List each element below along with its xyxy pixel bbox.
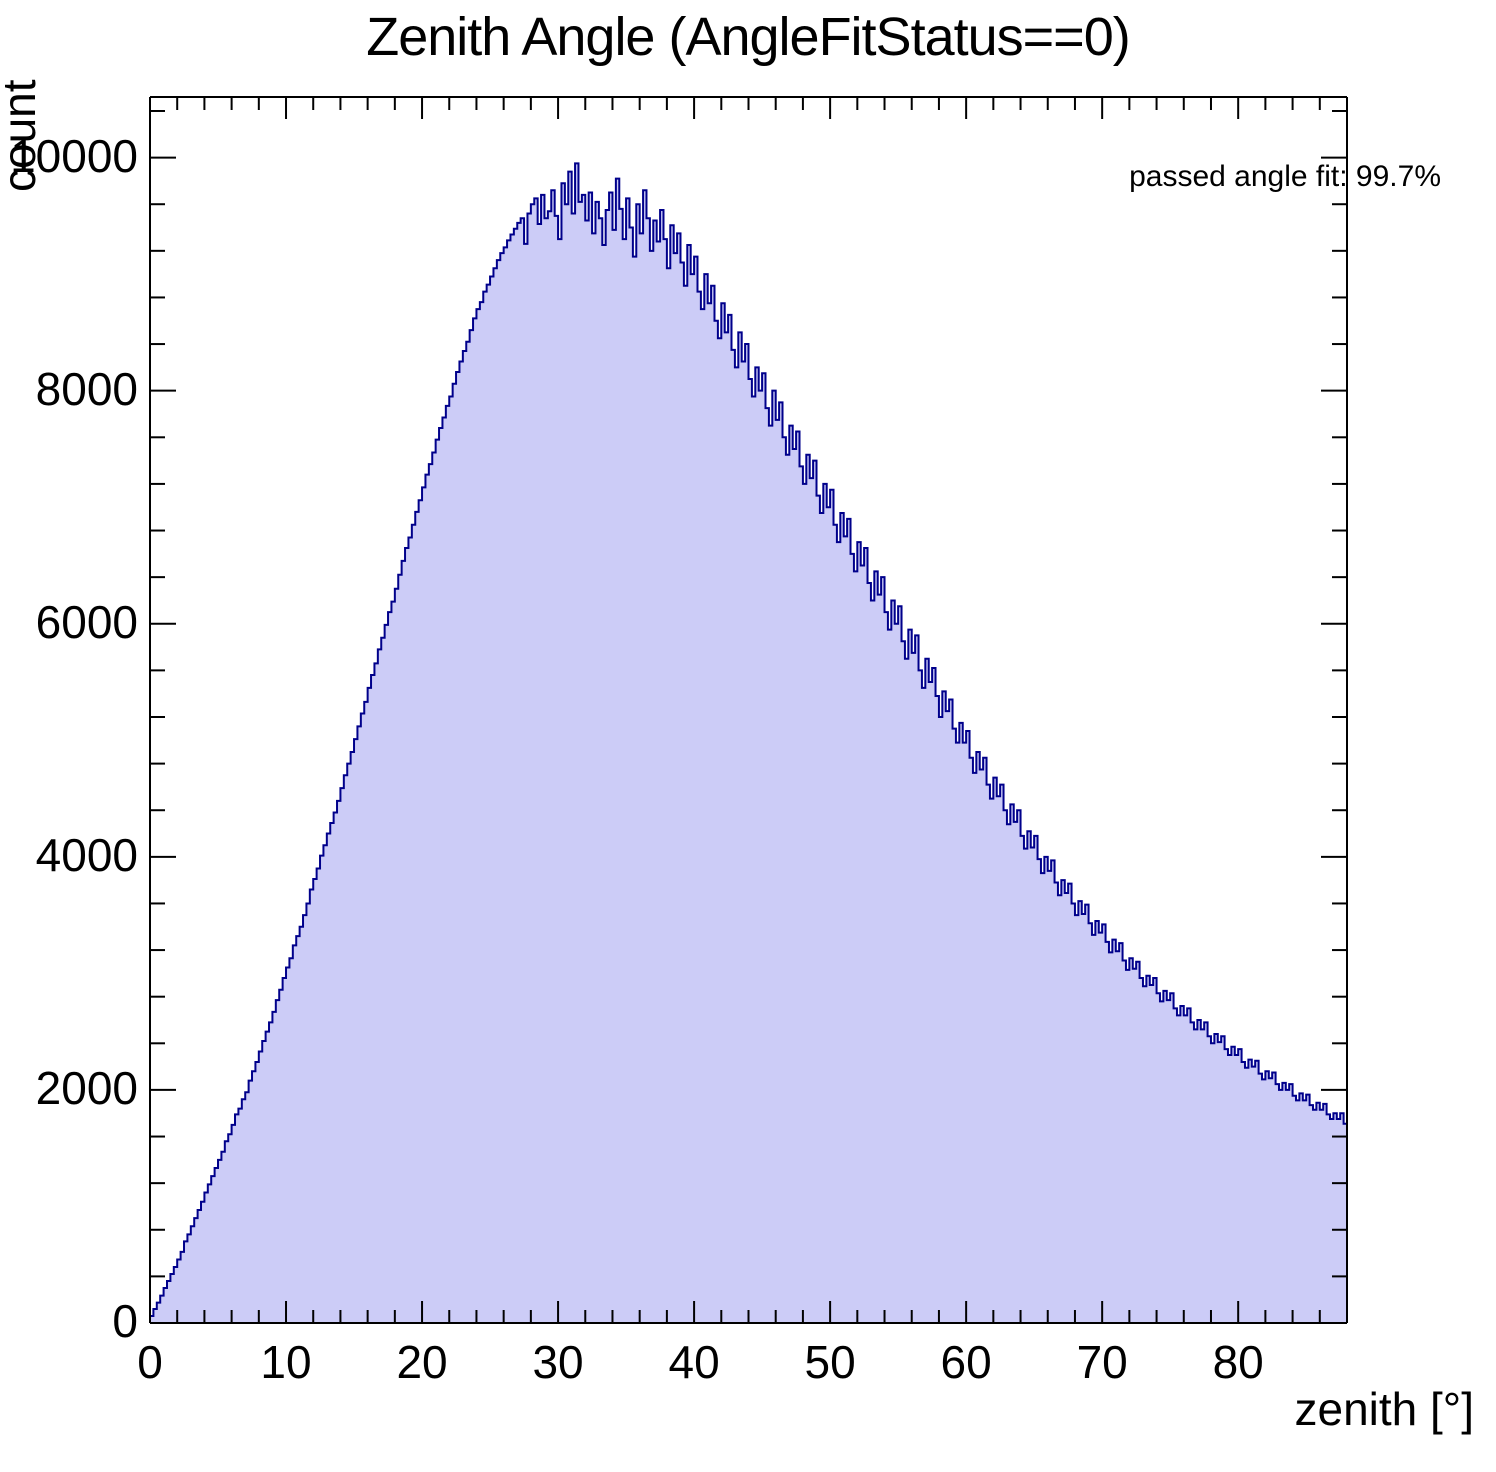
y-tick-label: 6000 (35, 595, 138, 648)
histogram-outline (149, 162, 1348, 1323)
x-tick-label: 20 (396, 1336, 448, 1388)
y-tick-label: 0 (112, 1295, 138, 1347)
x-tick-label: 60 (940, 1336, 992, 1388)
x-tick-label: 50 (804, 1336, 856, 1388)
y-tick-label: 4000 (35, 828, 138, 881)
y-tick-label: 8000 (35, 362, 138, 415)
x-tick-label: 10 (260, 1336, 312, 1388)
page-title: Zenith Angle (AngleFitStatus==0) (366, 7, 1130, 67)
x-tick-label: 40 (668, 1336, 720, 1388)
y-tick-label: 10000 (10, 129, 138, 182)
y-tick-label: 2000 (35, 1061, 138, 1114)
x-tick-label: 0 (137, 1336, 163, 1388)
x-tick-label: 30 (532, 1336, 584, 1388)
plot-area (149, 162, 1348, 1324)
x-tick-label: 80 (1212, 1336, 1264, 1388)
annotation-passed-angle-fit: passed angle fit: 99.7% (1129, 160, 1441, 193)
axis-frame (149, 96, 1348, 1324)
x-tick-label: 70 (1076, 1336, 1128, 1388)
histogram-fill (150, 163, 1347, 1324)
x-axis-title: zenith [°] (1294, 1383, 1475, 1435)
